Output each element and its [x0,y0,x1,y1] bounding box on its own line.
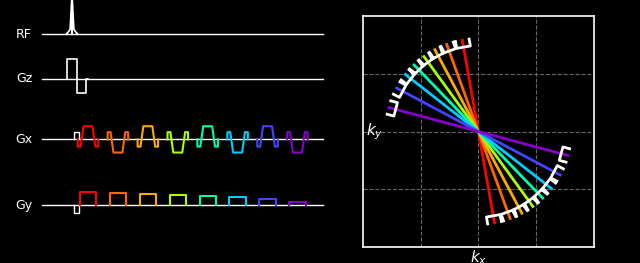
Text: $k_y$: $k_y$ [366,121,383,142]
Text: Gz: Gz [16,72,32,85]
X-axis label: $k_x$: $k_x$ [470,249,487,263]
Text: Gy: Gy [15,199,33,212]
Text: Gx: Gx [15,133,33,146]
Text: RF: RF [16,28,32,41]
